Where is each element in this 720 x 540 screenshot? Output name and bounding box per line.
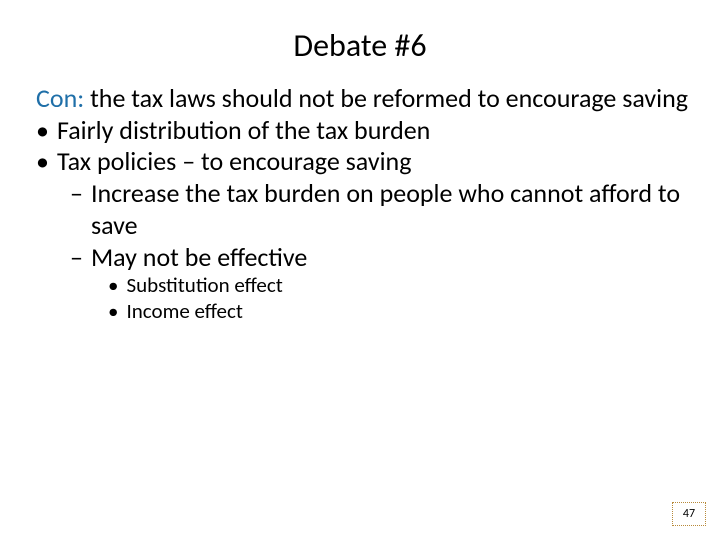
bullet-lvl1: • Tax policies – to encourage saving — [36, 146, 692, 178]
slide-body: Con: the tax laws should not be reformed… — [28, 83, 692, 325]
bullet-text: Substitution effect — [126, 273, 692, 299]
bullet-glyph: • — [36, 146, 49, 178]
bullet-text: Fairly distribution of the tax burden — [57, 115, 692, 147]
bullet-text: Income effect — [126, 299, 692, 325]
con-text: the tax laws should not be reformed to e… — [84, 82, 688, 114]
bullet-text: Tax policies – to encourage saving — [57, 146, 692, 178]
slide-title: Debate #6 — [28, 26, 692, 65]
page-number-box: 47 — [672, 502, 706, 526]
bullet-lvl3: • Substitution effect — [108, 273, 692, 299]
bullet-glyph: • — [36, 115, 49, 147]
dash-glyph: – — [70, 242, 83, 274]
bullet-text: Increase the tax burden on people who ca… — [91, 178, 692, 241]
dash-glyph: – — [70, 178, 83, 210]
bullet-lvl2: – Increase the tax burden on people who … — [70, 178, 692, 241]
slide: Debate #6 Con: the tax laws should not b… — [0, 0, 720, 540]
bullet-lvl3: • Income effect — [108, 299, 692, 325]
con-line: Con: the tax laws should not be reformed… — [36, 83, 692, 115]
bullet-text: May not be effective — [91, 242, 692, 274]
bullet-lvl1: • Fairly distribution of the tax burden — [36, 115, 692, 147]
page-number: 47 — [683, 507, 695, 521]
bullet-glyph: • — [108, 273, 118, 299]
bullet-lvl2: – May not be effective — [70, 242, 692, 274]
con-label: Con: — [36, 82, 84, 114]
bullet-glyph: • — [108, 299, 118, 325]
